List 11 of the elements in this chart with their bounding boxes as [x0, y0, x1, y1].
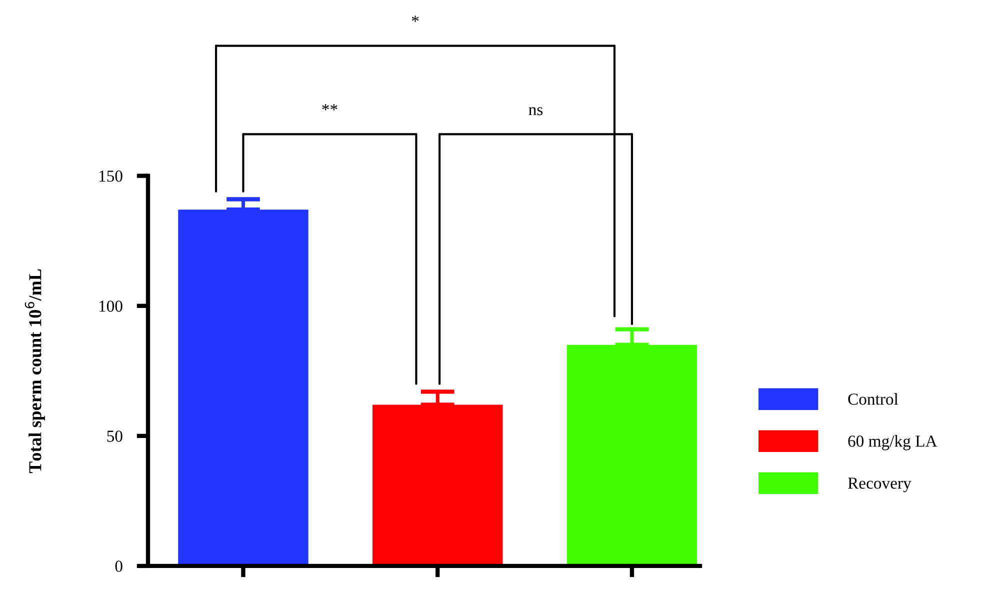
y-tick-label: 150: [99, 170, 122, 182]
legend-label: 60 mg/kg LA: [848, 435, 938, 450]
legend-label: Control: [848, 393, 898, 405]
y-tick-label: 50: [107, 430, 122, 442]
y-axis-title: Total sperm count 10$^{6}$/mL: [24, 269, 45, 474]
text: *: [412, 16, 419, 22]
y-tick-label: 0: [115, 560, 122, 572]
y-tick-label: 100: [99, 300, 122, 312]
legend-label: Recovery: [848, 478, 912, 492]
text: **: [322, 104, 338, 110]
text: ns: [528, 107, 543, 116]
